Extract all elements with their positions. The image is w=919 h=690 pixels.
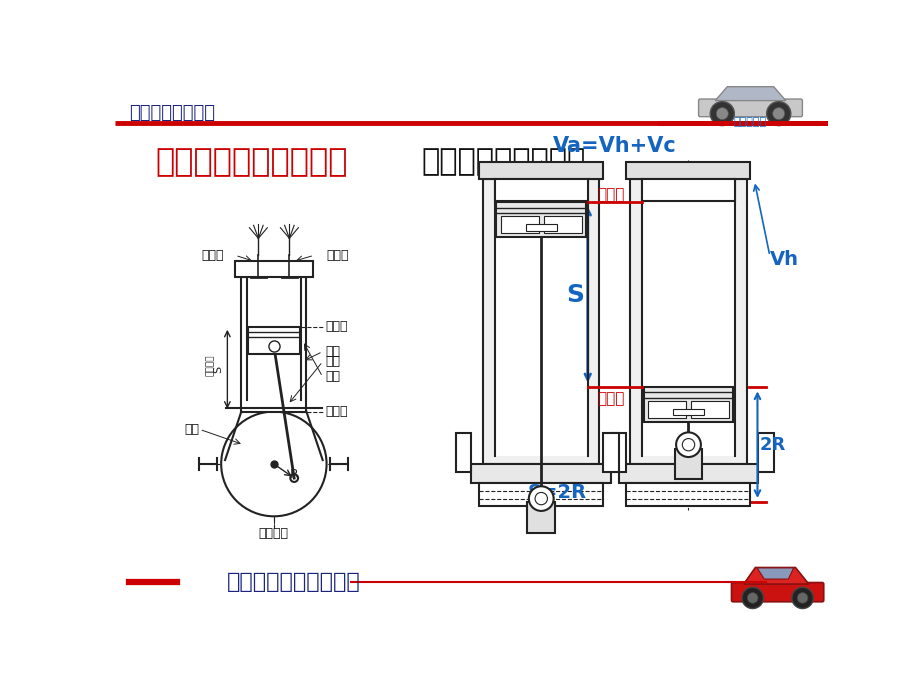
Bar: [241, 277, 306, 412]
Circle shape: [746, 593, 757, 603]
Text: 气缸: 气缸: [325, 345, 340, 358]
Bar: [618, 464, 757, 483]
Text: 曲柄: 曲柄: [184, 423, 199, 436]
Bar: [456, 433, 471, 472]
Text: 进气门: 进气门: [200, 249, 223, 262]
Circle shape: [682, 439, 694, 451]
FancyBboxPatch shape: [698, 99, 801, 117]
Bar: [610, 433, 626, 472]
Text: R: R: [289, 468, 299, 481]
Bar: [501, 216, 539, 233]
Bar: [626, 162, 750, 179]
Text: Vh: Vh: [769, 250, 798, 269]
Circle shape: [709, 101, 733, 126]
Bar: [247, 327, 300, 354]
Text: 发动机构造与维修: 发动机构造与维修: [129, 104, 215, 122]
Bar: [626, 483, 750, 506]
Bar: [757, 433, 773, 472]
Text: （实物、教具演示）: （实物、教具演示）: [421, 147, 584, 176]
Circle shape: [766, 101, 790, 126]
Bar: [603, 433, 618, 472]
Circle shape: [528, 486, 553, 511]
Circle shape: [290, 474, 298, 482]
Polygon shape: [743, 567, 808, 584]
Bar: [643, 387, 732, 422]
Text: Va=Vh+Vc: Va=Vh+Vc: [552, 136, 676, 156]
Bar: [471, 464, 610, 483]
Text: 排气门: 排气门: [326, 249, 348, 262]
Text: 汽车工程系: 汽车工程系: [733, 117, 766, 128]
Bar: [479, 483, 603, 506]
Text: 上止点: 上止点: [596, 187, 624, 202]
Text: 下止点: 下止点: [325, 405, 348, 418]
Bar: [527, 502, 554, 533]
Circle shape: [772, 108, 784, 119]
Text: S: S: [213, 366, 222, 373]
Text: 2R: 2R: [759, 435, 785, 454]
Circle shape: [221, 412, 326, 516]
Circle shape: [797, 593, 807, 603]
Text: S=2R: S=2R: [527, 483, 585, 502]
Bar: [648, 401, 686, 417]
Text: S: S: [565, 282, 584, 306]
Circle shape: [675, 433, 700, 457]
Circle shape: [791, 587, 812, 609]
Bar: [674, 448, 702, 480]
Bar: [525, 224, 556, 230]
Bar: [482, 179, 598, 464]
Text: 北京交通运输职业学院: 北京交通运输职业学院: [227, 572, 361, 592]
Bar: [630, 179, 746, 464]
Text: 曲轴中心: 曲轴中心: [258, 526, 289, 540]
Text: （一）发动机常用术语: （一）发动机常用术语: [155, 147, 347, 178]
Bar: [479, 162, 603, 179]
Bar: [543, 216, 581, 233]
Bar: [494, 179, 587, 201]
Circle shape: [535, 493, 547, 505]
Bar: [235, 262, 312, 277]
Polygon shape: [756, 568, 793, 579]
Text: 活塞: 活塞: [325, 371, 340, 384]
Bar: [246, 277, 301, 396]
Bar: [641, 179, 734, 456]
Bar: [690, 401, 728, 417]
Circle shape: [716, 108, 728, 119]
Text: 下止点: 下止点: [596, 391, 624, 406]
Bar: [495, 202, 585, 237]
Polygon shape: [714, 87, 785, 101]
Text: Vc: Vc: [485, 162, 512, 181]
FancyBboxPatch shape: [731, 582, 823, 602]
Text: 活塞行程: 活塞行程: [206, 355, 215, 376]
Circle shape: [741, 587, 763, 609]
Bar: [641, 179, 734, 201]
Text: 连杆: 连杆: [325, 355, 340, 368]
Bar: [673, 409, 703, 415]
Text: 上止点: 上止点: [325, 320, 348, 333]
Bar: [494, 179, 587, 456]
